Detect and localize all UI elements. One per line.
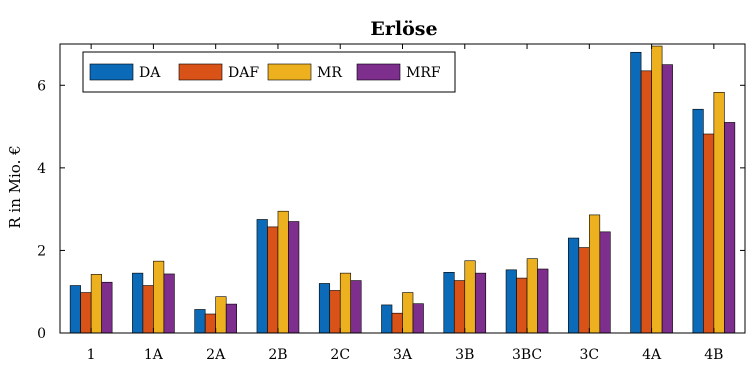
bar-daf-3a — [391, 312, 403, 334]
bar-mrf-3bc — [537, 268, 549, 334]
legend-label-mrf: MRF — [406, 65, 441, 81]
bar-daf-4b — [703, 133, 715, 334]
bar-mrf-2b — [288, 221, 300, 334]
x-tick-label: 3C — [580, 347, 600, 363]
bar-mrf-3c — [599, 231, 611, 334]
bar-daf-1 — [80, 292, 92, 334]
y-tick-label: 0 — [37, 326, 46, 342]
bar-mr-1a — [153, 260, 165, 334]
y-tick-label: 6 — [37, 78, 46, 94]
bar-mr-3b — [464, 260, 476, 334]
x-tick-label: 3B — [455, 347, 474, 363]
bar-daf-2b — [267, 226, 279, 334]
chart-title: Erlöse — [370, 18, 437, 40]
legend-swatch-daf — [178, 63, 223, 81]
bar-mrf-2c — [350, 280, 362, 334]
legend: DA DAF MR MRF — [82, 51, 456, 93]
x-tick-label: 2B — [268, 347, 287, 363]
bar-da-2b — [256, 219, 268, 334]
y-axis-label: R in Mio. € — [6, 145, 24, 228]
bar-mr-4b — [713, 92, 725, 334]
bar-daf-4a — [640, 70, 652, 334]
bar-da-1a — [132, 272, 144, 334]
legend-label-daf: DAF — [228, 65, 259, 81]
bar-da-3b — [443, 272, 455, 334]
legend-swatch-mr — [267, 63, 312, 81]
bar-mrf-1 — [101, 281, 113, 334]
x-tick-label: 1 — [87, 347, 96, 363]
legend-label-mr: MR — [317, 65, 342, 81]
bar-mrf-3a — [412, 303, 424, 334]
bar-daf-2c — [329, 290, 341, 334]
bar-mrf-4b — [724, 122, 736, 334]
bar-da-2a — [194, 309, 206, 334]
bar-mr-2a — [215, 296, 227, 334]
legend-swatch-mrf — [356, 63, 401, 81]
x-tick-label: 2C — [330, 347, 350, 363]
bar-mr-3bc — [526, 258, 538, 334]
bar-daf-1a — [142, 285, 154, 334]
bar-da-2c — [318, 283, 331, 334]
bar-mrf-2a — [225, 303, 237, 334]
bar-daf-3c — [578, 247, 590, 334]
y-tick-label: 4 — [37, 161, 46, 177]
x-tick-label: 3BC — [512, 347, 542, 363]
bar-mrf-4a — [661, 64, 673, 334]
bar-daf-2a — [204, 313, 216, 334]
bar-mr-1 — [90, 274, 102, 334]
bar-mrf-1a — [163, 273, 175, 334]
bar-da-4a — [630, 51, 642, 334]
y-tick-label: 2 — [37, 243, 46, 259]
bar-daf-3b — [453, 280, 466, 334]
legend-swatch-da — [89, 63, 134, 81]
bars-group — [69, 45, 736, 334]
bar-mrf-3b — [474, 272, 487, 334]
bar-mr-3a — [402, 292, 414, 334]
bar-da-3bc — [505, 269, 517, 334]
bar-da-3a — [381, 304, 393, 334]
x-tick-label: 3A — [393, 347, 413, 363]
bar-da-4b — [692, 108, 704, 334]
legend-label-da: DA — [139, 65, 161, 81]
x-tick-label: 1A — [144, 347, 164, 363]
bar-mr-2c — [339, 272, 352, 334]
bar-mr-4a — [651, 45, 663, 334]
axes-group: 0 2 4 6 1 1A 2A 2B 2C 3A 3B 3BC 3C 4A 4B — [37, 43, 746, 363]
bar-da-3c — [568, 237, 580, 334]
bar-da-1 — [69, 285, 81, 334]
x-tick-label: 4A — [642, 347, 662, 363]
bar-daf-3bc — [516, 277, 528, 334]
x-tick-label: 2A — [206, 347, 226, 363]
x-tick-label: 4B — [704, 347, 723, 363]
bar-mr-2b — [277, 210, 289, 334]
bar-mr-3c — [589, 214, 601, 334]
